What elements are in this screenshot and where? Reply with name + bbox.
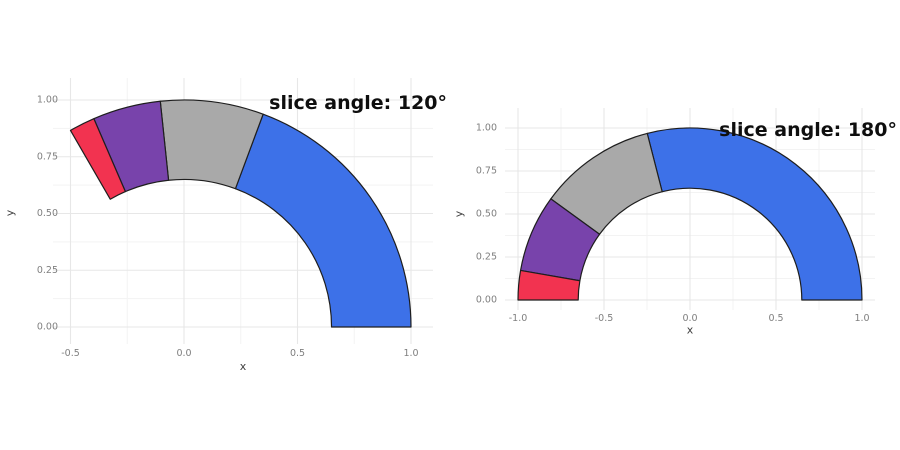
y-tick-label: 0.00 — [37, 322, 58, 333]
y-tick-label: 0.50 — [37, 208, 58, 219]
y-tick-label: 0.25 — [476, 252, 497, 263]
slice-red — [69, 118, 127, 200]
chart-title: slice angle: 120° — [269, 92, 447, 114]
y-tick-label: 0.75 — [476, 166, 497, 177]
x-tick-label: -0.5 — [61, 348, 80, 359]
y-axis-title: y — [453, 210, 466, 217]
y-tick-label: 0.50 — [476, 209, 497, 220]
y-tick-label: 0.75 — [37, 151, 58, 162]
x-tick-label: 0.0 — [176, 348, 191, 359]
x-tick-label: 0.5 — [768, 313, 783, 324]
y-tick-label: 1.00 — [476, 123, 497, 134]
slice-red — [517, 269, 581, 301]
x-tick-label: 0.5 — [290, 348, 305, 359]
y-tick-label: 0.25 — [37, 265, 58, 276]
chart-title: slice angle: 180° — [719, 119, 897, 141]
slice-blue — [234, 113, 412, 328]
x-tick-label: 1.0 — [403, 348, 418, 359]
x-tick-label: 0.0 — [682, 313, 697, 324]
y-axis-title: y — [4, 209, 17, 216]
y-tick-label: 0.00 — [476, 295, 497, 306]
slice-blue — [646, 127, 863, 301]
x-axis-title: x — [240, 360, 247, 373]
arc-chart-180: -1.0 -0.5 0.0 0.5 1.0 0.00 0.25 0.50 0.75 1.00 x y s… — [453, 108, 897, 337]
x-tick-label: -1.0 — [509, 313, 528, 324]
x-tick-label: -0.5 — [595, 313, 614, 324]
x-axis-title: x — [687, 324, 694, 337]
y-tick-label: 1.00 — [37, 95, 58, 106]
arc-chart-120: -0.5 0.0 0.5 1.0 0.00 0.25 0.50 0.75 1.00 x y slice… — [4, 78, 447, 373]
x-tick-label: 1.0 — [854, 313, 869, 324]
